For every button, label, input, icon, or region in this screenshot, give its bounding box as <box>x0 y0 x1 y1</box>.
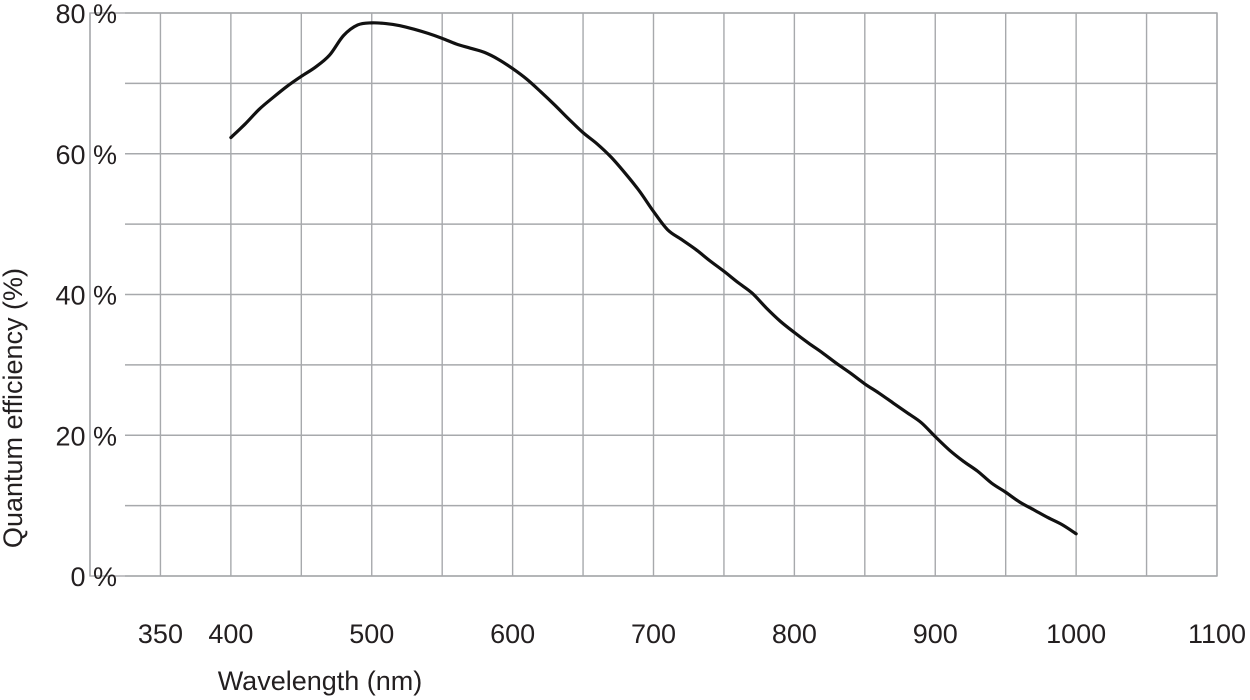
x-axis-title: Wavelength (nm) <box>218 666 423 696</box>
y-tick-label: 60 % <box>55 140 117 170</box>
y-axis-title: Quantum efficiency (%) <box>0 268 28 548</box>
x-tick-label: 900 <box>913 619 958 649</box>
series-layer <box>229 21 1078 536</box>
y-tick-label: 80 % <box>55 0 117 29</box>
qe-curve-line <box>229 21 1078 536</box>
y-tick-label: 20 % <box>55 421 117 451</box>
x-tick-label: 800 <box>772 619 817 649</box>
x-tick-label: 1100 <box>1188 619 1246 649</box>
x-tick-label: 1000 <box>1046 619 1106 649</box>
x-tick-label: 500 <box>349 619 394 649</box>
x-tick-label: 350 <box>138 619 183 649</box>
plot-border <box>89 12 1218 577</box>
y-tick-label: 0 % <box>70 562 117 592</box>
grid <box>89 12 1218 577</box>
x-tick-label: 600 <box>490 619 535 649</box>
x-axis-ticks: 350 400 500 600 700 800 900 1000 1100 <box>138 619 1246 649</box>
x-tick-label: 700 <box>631 619 676 649</box>
x-tick-label: 400 <box>208 619 253 649</box>
y-tick-label: 40 % <box>55 281 117 311</box>
y-axis-ticks: 0 % 20 % 40 % 60 % 80 % <box>55 0 117 592</box>
